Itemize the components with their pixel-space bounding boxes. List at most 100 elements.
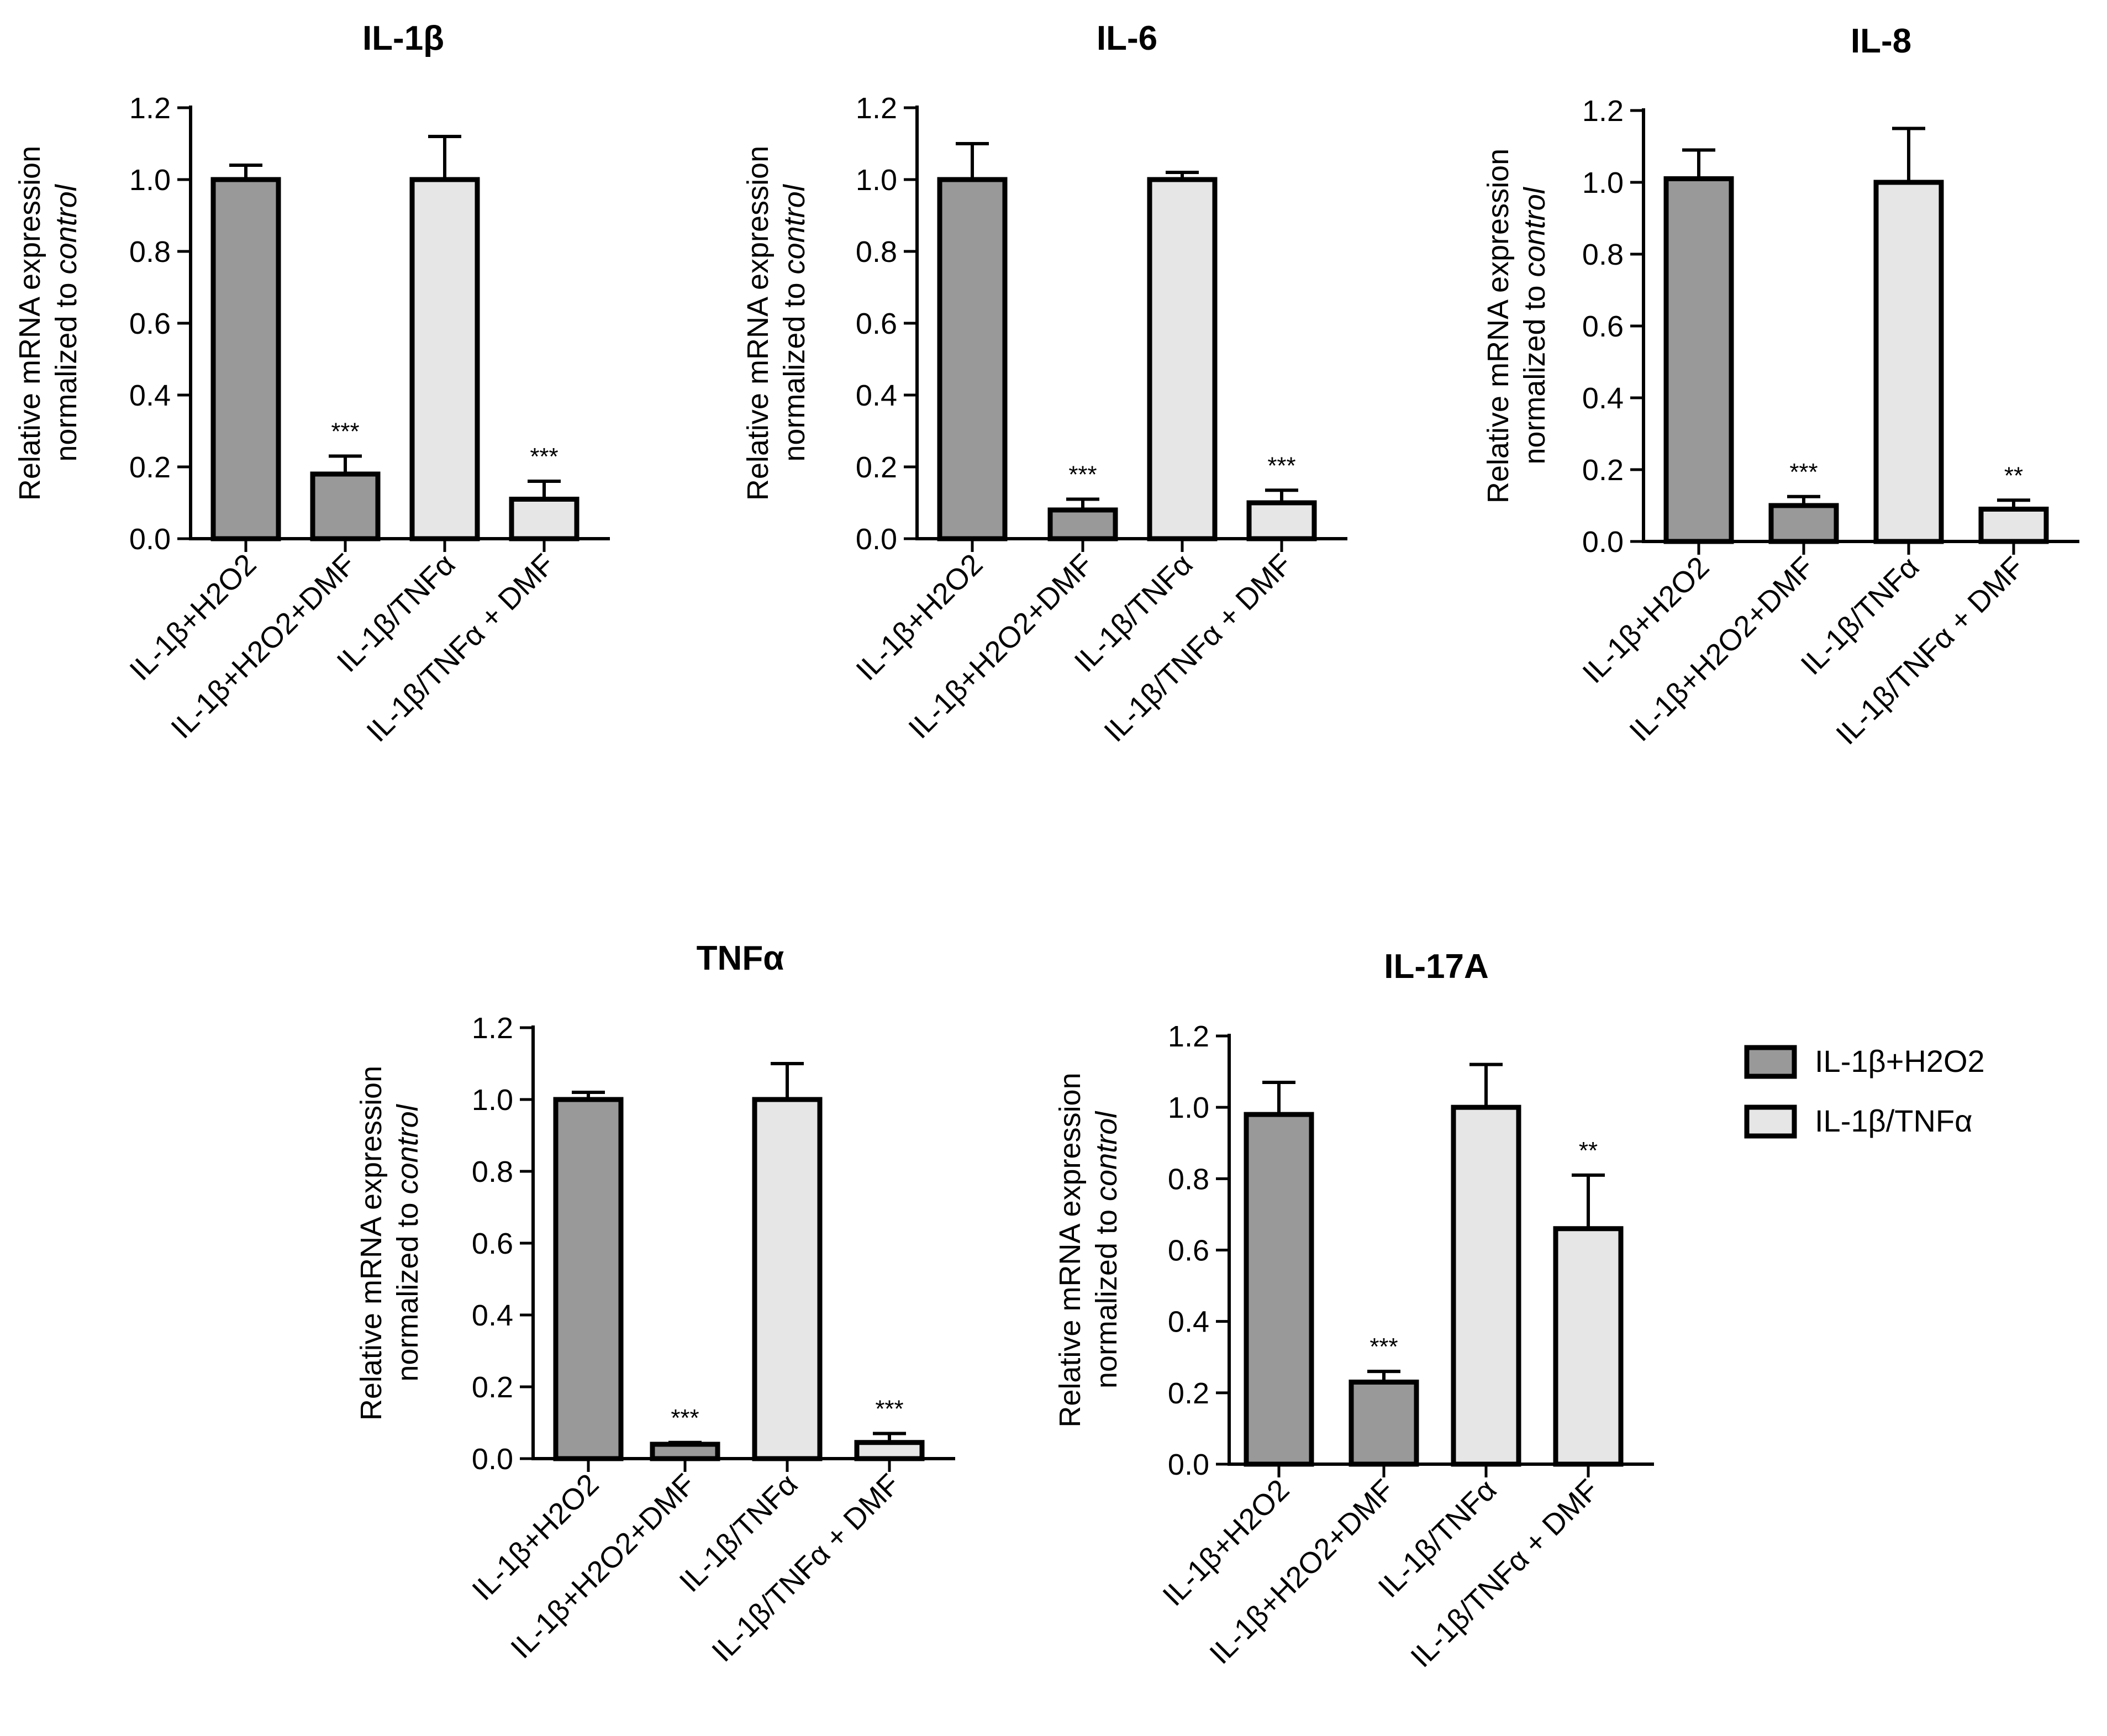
x-tick-label: IL-1β/TNFα + DMF — [1404, 1473, 1605, 1674]
bar — [1553, 1226, 1624, 1467]
x-tick-label: IL-1β+H2O2+DMF — [504, 1467, 702, 1665]
bar — [1451, 1104, 1521, 1467]
bar — [409, 177, 480, 541]
y-axis-label-line1: Relative mRNA expression — [13, 146, 46, 501]
y-tick-label: 0.8 — [1582, 238, 1624, 271]
legend-label-dark: IL-1β+H2O2 — [1815, 1044, 1985, 1079]
y-tick-label: 0.2 — [1168, 1377, 1209, 1410]
y-axis-label-line1: Relative mRNA expression — [741, 146, 775, 501]
y-axis-label-line2: normalized to control — [778, 183, 811, 461]
bar — [310, 471, 381, 541]
y-tick-label: 0.2 — [472, 1371, 513, 1404]
y-tick-label: 0.6 — [1582, 310, 1624, 343]
y-tick-label: 0.0 — [472, 1443, 513, 1476]
y-axis-label-line1: Relative mRNA expression — [355, 1066, 388, 1421]
x-tick-label: IL-1β/TNFα + DMF — [1098, 548, 1298, 748]
x-tick-label: IL-1β/TNFα + DMF — [360, 548, 561, 748]
chart-title: IL-17A — [1384, 948, 1488, 986]
y-tick-label: 1.0 — [1168, 1091, 1209, 1124]
chart-2: IL-6 Relative mRNA expression normalized t… — [741, 19, 1347, 748]
bar — [509, 497, 580, 541]
x-tick-label: IL-1β+H2O2+DMF — [1623, 550, 1820, 748]
chart-title: IL-1β — [362, 19, 444, 57]
y-tick-label: 0.8 — [472, 1155, 513, 1188]
y-tick-label: 0.4 — [1168, 1306, 1209, 1339]
y-axis-label-italic: control — [391, 1103, 424, 1194]
bar — [1349, 1379, 1419, 1467]
y-tick-label: 1.2 — [1582, 94, 1624, 128]
y-axis-label: Relative mRNA expression normalized to co… — [741, 146, 811, 501]
significance-label: *** — [1267, 452, 1295, 479]
legend-label-light: IL-1β/TNFα — [1815, 1103, 1973, 1138]
bar — [650, 1442, 720, 1461]
x-tick-label: IL-1β/TNFα + DMF — [705, 1467, 906, 1668]
y-tick-label: 0.6 — [1168, 1234, 1209, 1267]
legend-swatch-light — [1744, 1104, 1797, 1139]
y-axis-label-prefix: normalized to — [778, 274, 811, 461]
y-axis-label-line2: normalized to control — [1090, 1111, 1123, 1388]
y-axis-label-line2: normalized to control — [391, 1103, 424, 1381]
y-tick-label: 0.0 — [856, 523, 897, 556]
bar — [1244, 1112, 1314, 1467]
x-tick-label: IL-1β+H2O2+DMF — [1203, 1473, 1400, 1670]
chart-3: IL-8 Relative mRNA expression normalized t… — [1482, 22, 2079, 751]
bar — [1768, 503, 1839, 544]
y-tick-label: 0.4 — [472, 1299, 513, 1332]
bar — [1147, 177, 1218, 541]
legend: IL-1β+H2O2 IL-1β/TNFα — [1744, 1044, 1985, 1139]
significance-label: *** — [1369, 1333, 1398, 1360]
bar — [854, 1440, 925, 1461]
bar — [1047, 507, 1118, 541]
significance-label: *** — [1068, 461, 1097, 488]
x-tick-label: IL-1β+H2O2+DMF — [165, 548, 362, 745]
chart-4: TNFα Relative mRNA expression normalized t… — [355, 939, 955, 1668]
y-axis-label-italic: control — [1518, 186, 1551, 277]
y-tick-label: 0.4 — [1582, 382, 1624, 415]
y-axis-label-line1: Relative mRNA expression — [1482, 149, 1515, 503]
y-tick-label: 0.6 — [472, 1227, 513, 1260]
bar — [1663, 176, 1734, 544]
y-axis-label-line1: Relative mRNA expression — [1054, 1072, 1087, 1427]
significance-label: *** — [671, 1404, 699, 1432]
y-axis-label: Relative mRNA expression normalized to co… — [1054, 1072, 1123, 1427]
y-axis-label-italic: control — [1090, 1111, 1123, 1201]
significance-label: *** — [530, 443, 558, 470]
significance-label: *** — [875, 1396, 903, 1423]
chart-title: IL-8 — [1851, 22, 1911, 60]
significance-label: *** — [1789, 459, 1818, 486]
y-tick-label: 0.6 — [856, 307, 897, 340]
y-tick-label: 1.2 — [472, 1012, 513, 1045]
x-tick-label: IL-1β+H2O2+DMF — [902, 548, 1099, 745]
y-tick-label: 0.0 — [129, 523, 171, 556]
y-tick-label: 1.0 — [472, 1083, 513, 1117]
bar — [210, 177, 281, 541]
significance-label: ** — [1579, 1137, 1598, 1164]
y-tick-label: 1.2 — [129, 92, 171, 125]
y-tick-label: 0.0 — [1582, 525, 1624, 559]
bar — [1246, 500, 1317, 541]
bar — [1978, 507, 2049, 544]
y-axis-label: Relative mRNA expression normalized to co… — [1482, 149, 1551, 503]
legend-swatch-dark — [1744, 1045, 1797, 1079]
y-axis-label-prefix: normalized to — [1518, 277, 1551, 464]
y-tick-label: 0.2 — [129, 451, 171, 484]
y-tick-label: 0.4 — [856, 379, 897, 412]
bar — [937, 177, 1008, 541]
y-tick-label: 0.4 — [129, 379, 171, 412]
y-axis-label-italic: control — [50, 183, 83, 274]
bar — [553, 1097, 624, 1461]
y-tick-label: 1.0 — [856, 164, 897, 197]
y-axis-label: Relative mRNA expression normalized to co… — [13, 146, 83, 501]
x-tick-label: IL-1β/TNFα + DMF — [1830, 550, 2030, 751]
y-tick-label: 0.8 — [1168, 1162, 1209, 1196]
chart-5: IL-17A Relative mRNA expression normalized… — [1054, 948, 1654, 1674]
chart-1: IL-1β Relative mRNA expression normalized … — [13, 19, 610, 748]
significance-label: *** — [331, 418, 359, 445]
y-tick-label: 0.8 — [856, 235, 897, 269]
y-axis-label-line2: normalized to control — [1518, 186, 1551, 464]
y-axis-label-prefix: normalized to — [391, 1194, 424, 1381]
y-axis-label-italic: control — [778, 183, 811, 274]
significance-label: ** — [2004, 462, 2023, 489]
chart-title: IL-6 — [1097, 19, 1157, 57]
